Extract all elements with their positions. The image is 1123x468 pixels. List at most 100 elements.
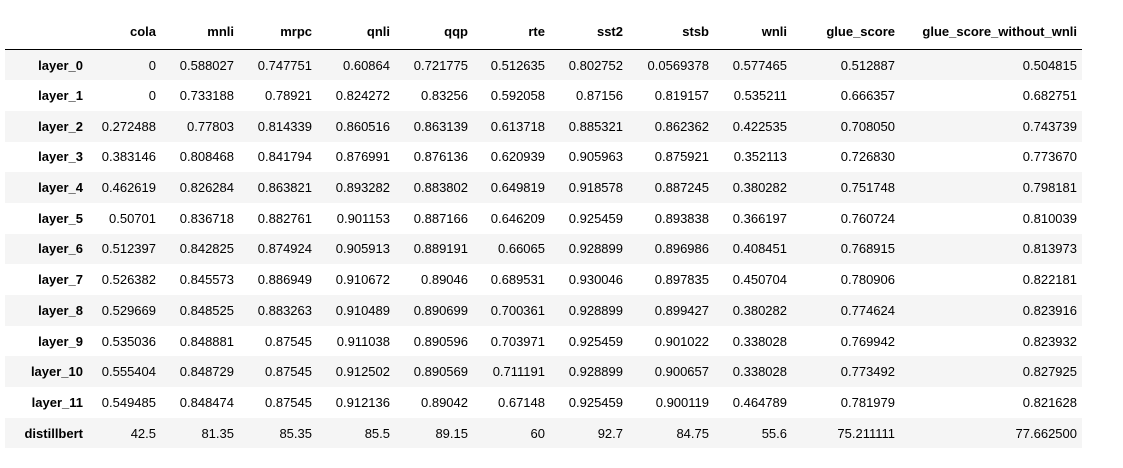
table-cell-stsb: 0.875921 xyxy=(654,149,709,165)
table-cell-wnli: 55.6 xyxy=(761,425,787,441)
table-cell-cola: 0 xyxy=(148,88,156,104)
table-cell-cola: 0.555404 xyxy=(101,364,156,380)
table-cell-rte: 0.592058 xyxy=(490,88,545,104)
table-cell-rte: 0.711191 xyxy=(492,364,545,380)
table-cell-mrpc: 0.863821 xyxy=(257,180,312,196)
table-cell-qqp: 0.890569 xyxy=(413,364,468,380)
table-cell-rte: 0.613718 xyxy=(490,118,545,134)
table-cell-qqp: 0.887166 xyxy=(413,210,468,226)
table-header: cola mnli mrpc qnli qqp rte sst2 stsb wn… xyxy=(5,14,1082,50)
table-cell-qnli: 0.910489 xyxy=(335,302,390,318)
table-cell-mrpc: 85.35 xyxy=(279,425,312,441)
table-cell-mrpc: 0.87545 xyxy=(265,364,312,380)
table-cell-stsb: 0.0569378 xyxy=(647,57,709,73)
table-cell-stsb: 0.900119 xyxy=(655,394,709,410)
table-cell-qqp: 0.889191 xyxy=(413,241,468,257)
table-cell-mnli: 0.845573 xyxy=(179,272,234,288)
table-cell-mrpc: 0.78921 xyxy=(265,88,312,104)
table-cell-cola: 0.272488 xyxy=(101,118,156,134)
row-index-label: layer_5 xyxy=(38,210,83,226)
table-cell-glue-score-without-wnli: 0.743739 xyxy=(1022,118,1077,134)
table-cell-stsb: 0.896986 xyxy=(654,241,709,257)
table-cell-wnli: 0.366197 xyxy=(732,210,787,226)
table-cell-mrpc: 0.87545 xyxy=(265,394,312,410)
table-cell-sst2: 0.925459 xyxy=(568,210,623,226)
table-cell-cola: 0.529669 xyxy=(101,302,156,318)
table-cell-cola: 0 xyxy=(148,57,156,73)
row-index-label: layer_4 xyxy=(38,180,83,196)
table-row: layer_8 0.529669 0.848525 0.883263 0.910489 0… xyxy=(5,295,1082,326)
table-cell-qqp: 0.89042 xyxy=(421,394,468,410)
table-cell-mrpc: 0.87545 xyxy=(265,333,312,349)
table-cell-glue-score: 0.781979 xyxy=(840,394,895,410)
table-cell-glue-score-without-wnli: 0.827925 xyxy=(1022,364,1077,380)
row-index-label: layer_3 xyxy=(38,149,83,165)
table-cell-sst2: 0.885321 xyxy=(568,118,623,134)
table-cell-qnli: 0.860516 xyxy=(335,118,390,134)
table-cell-glue-score: 0.666357 xyxy=(840,88,895,104)
row-index-label: layer_9 xyxy=(38,333,83,349)
table-cell-qnli: 0.60864 xyxy=(343,57,390,73)
column-header-rte: rte xyxy=(473,14,550,50)
table-cell-stsb: 0.897835 xyxy=(654,272,709,288)
column-header-mrpc: mrpc xyxy=(239,14,317,50)
table-cell-mnli: 0.733188 xyxy=(179,88,234,104)
column-header-glue-score: glue_score xyxy=(792,14,900,50)
table-cell-qnli: 0.910672 xyxy=(335,272,390,288)
table-cell-glue-score: 0.769942 xyxy=(840,333,895,349)
table-cell-mrpc: 0.874924 xyxy=(257,241,312,257)
table-cell-glue-score-without-wnli: 0.810039 xyxy=(1022,210,1077,226)
notebook-output-area: cola mnli mrpc qnli qqp rte sst2 stsb wn… xyxy=(5,14,1082,449)
table-cell-mnli: 0.588027 xyxy=(179,57,234,73)
table-cell-wnli: 0.352113 xyxy=(733,149,787,165)
table-cell-sst2: 0.925459 xyxy=(568,394,623,410)
table-cell-glue-score: 0.708050 xyxy=(840,118,895,134)
table-cell-stsb: 0.899427 xyxy=(654,302,709,318)
column-header-qqp: qqp xyxy=(395,14,473,50)
table-cell-rte: 0.67148 xyxy=(498,394,545,410)
row-index-label: layer_11 xyxy=(31,394,83,410)
table-row: layer_5 0.50701 0.836718 0.882761 0.901153 0.… xyxy=(5,202,1082,234)
table-cell-sst2: 0.802752 xyxy=(568,57,623,73)
table-cell-qqp: 0.721775 xyxy=(413,57,468,73)
table-cell-mnli: 0.836718 xyxy=(179,210,234,226)
table-cell-sst2: 0.905963 xyxy=(568,149,623,165)
table-cell-qqp: 0.890699 xyxy=(413,302,468,318)
table-cell-glue-score: 0.726830 xyxy=(840,149,895,165)
table-cell-qnli: 0.905913 xyxy=(335,241,390,257)
row-index-label: layer_1 xyxy=(38,88,83,104)
table-row: layer_6 0.512397 0.842825 0.874924 0.905913 0… xyxy=(5,233,1082,265)
table-cell-glue-score-without-wnli: 0.682751 xyxy=(1022,88,1077,104)
header-row: cola mnli mrpc qnli qqp rte sst2 stsb wn… xyxy=(5,14,1082,50)
table-cell-glue-score-without-wnli: 77.662500 xyxy=(1015,425,1077,441)
table-cell-stsb: 84.75 xyxy=(676,425,709,441)
table-cell-mrpc: 0.882761 xyxy=(257,210,312,226)
table-cell-cola: 0.526382 xyxy=(101,272,156,288)
table-cell-cola: 0.50701 xyxy=(109,210,156,226)
table-cell-mrpc: 0.883263 xyxy=(257,302,312,318)
dataframe-table: cola mnli mrpc qnli qqp rte sst2 stsb wn… xyxy=(5,14,1082,449)
table-cell-qqp: 0.890596 xyxy=(413,333,468,349)
table-cell-cola: 0.512397 xyxy=(101,241,156,257)
column-header-qnli: qnli xyxy=(317,14,395,50)
table-cell-wnli: 0.450704 xyxy=(732,272,787,288)
table-body: layer_0 0 0.588027 0.747751 0.60864 0.721775 0… xyxy=(5,49,1082,449)
table-cell-wnli: 0.380282 xyxy=(732,302,787,318)
column-header-stsb: stsb xyxy=(628,14,714,50)
table-row: layer_2 0.272488 0.77803 0.814339 0.860516 0.… xyxy=(5,110,1082,142)
row-index-label: layer_6 xyxy=(38,241,83,257)
table-cell-sst2: 0.928899 xyxy=(568,302,623,318)
table-cell-glue-score: 0.768915 xyxy=(840,241,895,257)
column-header-sst2: sst2 xyxy=(550,14,628,50)
table-cell-sst2: 0.928899 xyxy=(568,241,623,257)
row-index-label: layer_2 xyxy=(38,118,83,134)
table-cell-mrpc: 0.747751 xyxy=(257,57,312,73)
table-cell-mrpc: 0.886949 xyxy=(257,272,312,288)
table-cell-sst2: 0.930046 xyxy=(568,272,623,288)
table-row: layer_4 0.462619 0.826284 0.863821 0.893282 0… xyxy=(5,172,1082,203)
table-cell-rte: 0.689531 xyxy=(490,272,545,288)
table-cell-glue-score: 0.760724 xyxy=(840,210,895,226)
table-cell-qqp: 0.863139 xyxy=(413,118,468,134)
table-cell-wnli: 0.338028 xyxy=(732,333,787,349)
row-index-label: layer_10 xyxy=(30,364,83,380)
